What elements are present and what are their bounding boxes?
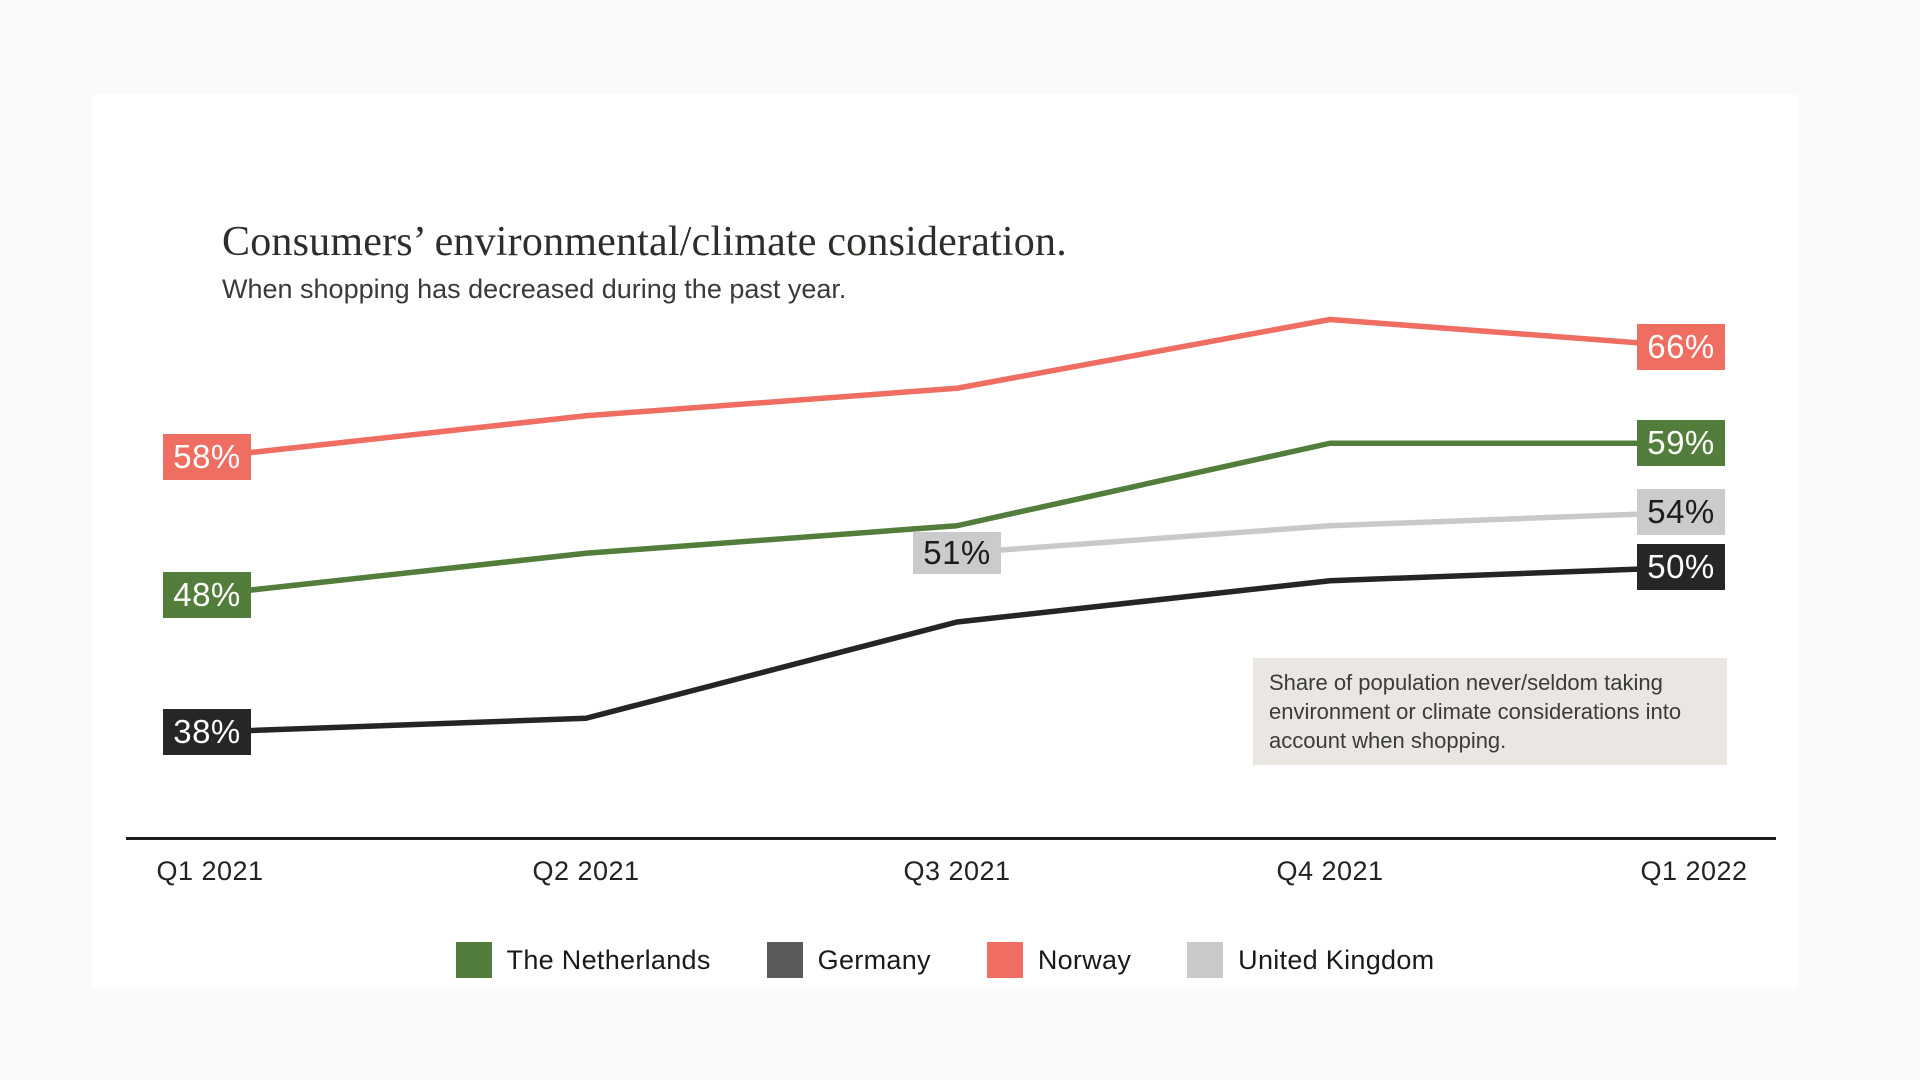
value-label-germany-50pct: 50% — [1637, 544, 1725, 590]
legend-item-the-netherlands: The Netherlands — [455, 942, 711, 978]
x-axis-label-q2-2021: Q2 2021 — [532, 856, 640, 886]
legend-label-united-kingdom: United Kingdom — [1238, 944, 1435, 975]
legend-swatch-germany — [766, 942, 803, 978]
x-axis-label-q1-2022: Q1 2022 — [1640, 856, 1748, 886]
value-label-united-kingdom-54pct: 54% — [1637, 489, 1725, 535]
legend-label-norway: Norway — [1037, 944, 1132, 975]
legend-swatch-united-kingdom — [1187, 942, 1224, 978]
value-label-norway-58pct: 58% — [163, 434, 251, 480]
legend: The Netherlands Germany Norway United Kingd… — [92, 942, 1798, 978]
value-label-the-netherlands-48pct: 48% — [163, 571, 251, 618]
value-label-united-kingdom-51pct: 51% — [913, 532, 1001, 575]
value-label-the-netherlands-59pct: 59% — [1637, 420, 1725, 467]
chart-title: Consumers’ environmental/climate conside… — [222, 219, 1067, 265]
legend-item-germany: Germany — [766, 942, 931, 978]
x-axis-label-q4-2021: Q4 2021 — [1276, 856, 1384, 886]
legend-item-norway: Norway — [986, 942, 1132, 978]
legend-swatch-the-netherlands — [455, 942, 492, 978]
chart-subtitle: When shopping has decreased during the p… — [222, 274, 847, 304]
annotation-box: Share of population never/seldom taking … — [1253, 658, 1727, 765]
value-label-norway-66pct: 66% — [1637, 324, 1725, 370]
x-axis-label-q1-2021: Q1 2021 — [156, 856, 264, 886]
legend-swatch-norway — [986, 942, 1023, 978]
legend-label-the-netherlands: The Netherlands — [506, 944, 711, 975]
legend-label-germany: Germany — [817, 944, 931, 975]
value-label-germany-38pct: 38% — [163, 709, 251, 755]
x-axis-line — [126, 837, 1776, 840]
x-axis-label-q3-2021: Q3 2021 — [903, 856, 1011, 886]
legend-item-united-kingdom: United Kingdom — [1187, 942, 1434, 978]
annotation-text: Share of population never/seldom taking … — [1269, 670, 1682, 753]
